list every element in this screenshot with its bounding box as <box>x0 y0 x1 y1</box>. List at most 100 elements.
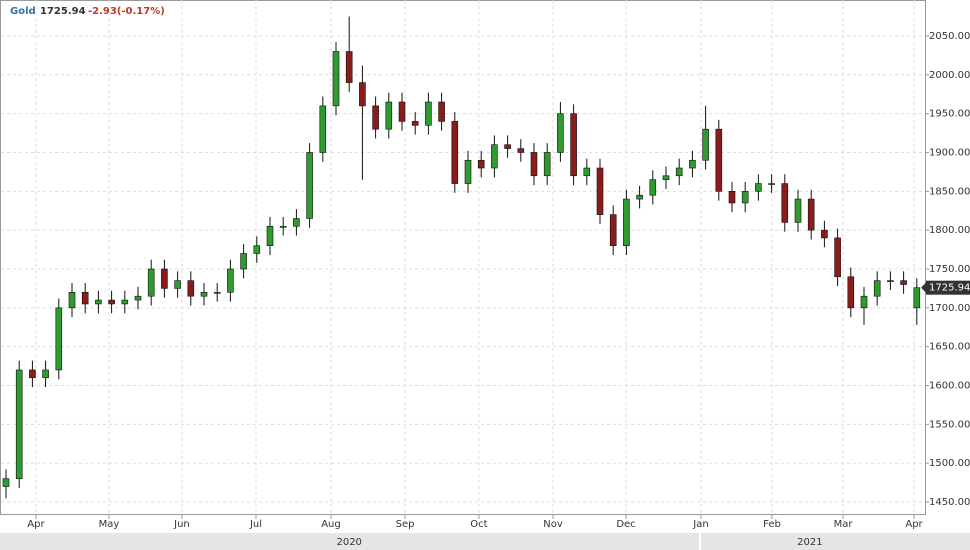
last-price: 1725.94 <box>40 6 86 17</box>
candle-body <box>438 101 445 122</box>
candle-body <box>425 101 432 126</box>
candle-body <box>319 105 327 153</box>
x-tick-label: Jan <box>692 519 708 530</box>
candle-body <box>227 268 234 293</box>
candle-body <box>623 198 630 246</box>
candle-body <box>715 128 723 192</box>
price-change: -2.93(-0.17%) <box>88 6 165 17</box>
candle-body <box>860 295 868 309</box>
candle-body <box>55 307 63 371</box>
x-tick-label: Aug <box>321 519 341 530</box>
x-tick-label: Apr <box>27 519 45 530</box>
candle-body <box>187 280 195 297</box>
candle-body <box>134 295 142 301</box>
candle-body <box>359 82 366 107</box>
candle-body <box>702 128 709 161</box>
x-tick-label: Feb <box>763 519 781 530</box>
candle-body <box>81 291 89 305</box>
candle-body <box>464 159 472 184</box>
candle-body <box>821 229 828 239</box>
candle-body <box>2 478 10 487</box>
candle-body <box>398 101 406 122</box>
year-label: 2020 <box>336 537 361 548</box>
candle-body <box>345 51 353 83</box>
candle-body <box>530 152 538 177</box>
candle-body <box>477 159 485 169</box>
candle-body <box>147 268 155 297</box>
y-tick-label: 1800.00 <box>929 225 970 236</box>
year-bar <box>0 533 970 550</box>
candle-body <box>504 144 511 149</box>
x-tick-label: Apr <box>905 519 923 530</box>
y-tick-label: 1600.00 <box>929 381 970 392</box>
candle-body <box>332 51 340 107</box>
candle-body <box>451 121 459 184</box>
candle-body <box>213 291 221 294</box>
instrument-name: Gold <box>10 6 36 17</box>
plot-frame <box>0 0 926 515</box>
candle-body <box>900 280 907 285</box>
x-tick-label: Oct <box>470 519 487 530</box>
candle-body <box>543 152 551 177</box>
y-tick-label: 1450.00 <box>929 497 970 508</box>
candle-body <box>279 225 287 228</box>
candle-body <box>768 183 775 185</box>
y-tick-label: 1850.00 <box>929 186 970 197</box>
candle-body <box>662 175 670 180</box>
candle-body <box>411 121 419 126</box>
y-tick-label: 1900.00 <box>929 147 970 158</box>
candle-body <box>728 191 736 204</box>
candle-body <box>240 253 247 270</box>
x-tick-label: Dec <box>616 519 635 530</box>
price-tag-label: 1725.94 <box>929 283 970 294</box>
y-tick-label: 1700.00 <box>929 303 970 314</box>
candle-body <box>95 299 102 305</box>
candle-body <box>15 369 23 480</box>
candle-body <box>68 291 76 309</box>
candle-body <box>491 144 498 169</box>
x-tick-label: Jun <box>173 519 190 530</box>
candle-body <box>306 152 313 219</box>
candle-body <box>913 287 921 309</box>
candle-body <box>675 167 683 177</box>
candle-body <box>781 183 789 223</box>
candle-body <box>887 280 894 282</box>
y-tick-label: 1550.00 <box>929 419 970 430</box>
candle-body <box>372 105 379 130</box>
candle-body <box>636 194 643 200</box>
x-tick-label: Jul <box>249 519 262 530</box>
candle-body <box>570 113 577 177</box>
candle-body <box>873 280 881 297</box>
candle-body <box>517 148 525 153</box>
y-tick-label: 1650.00 <box>929 342 970 353</box>
candle-body <box>42 369 49 379</box>
candle-body <box>557 113 564 153</box>
candle-body <box>741 191 749 204</box>
y-tick-label: 1950.00 <box>929 109 970 120</box>
candle-body <box>596 167 604 215</box>
y-tick-label: 1500.00 <box>929 458 970 469</box>
candle-body <box>609 214 617 246</box>
candle-body <box>200 291 208 297</box>
year-label: 2021 <box>797 537 822 548</box>
candle-body <box>121 299 129 305</box>
candle-body <box>108 299 115 305</box>
x-tick-label: Sep <box>396 519 415 530</box>
candle-body <box>29 369 36 379</box>
candle-body <box>807 198 815 231</box>
x-tick-label: Nov <box>543 519 563 530</box>
candle-body <box>583 167 591 177</box>
candle-body <box>161 268 168 289</box>
price-tag-bg <box>926 280 970 295</box>
candle-body <box>266 225 274 246</box>
candle-body <box>689 159 696 169</box>
x-tick-label: May <box>99 519 120 530</box>
candle-body <box>794 198 802 223</box>
candle-body <box>847 276 855 309</box>
y-tick-label: 2050.00 <box>929 31 970 42</box>
candle-body <box>755 183 762 192</box>
candle-body <box>293 218 300 227</box>
price-tag-arrow <box>921 282 926 293</box>
